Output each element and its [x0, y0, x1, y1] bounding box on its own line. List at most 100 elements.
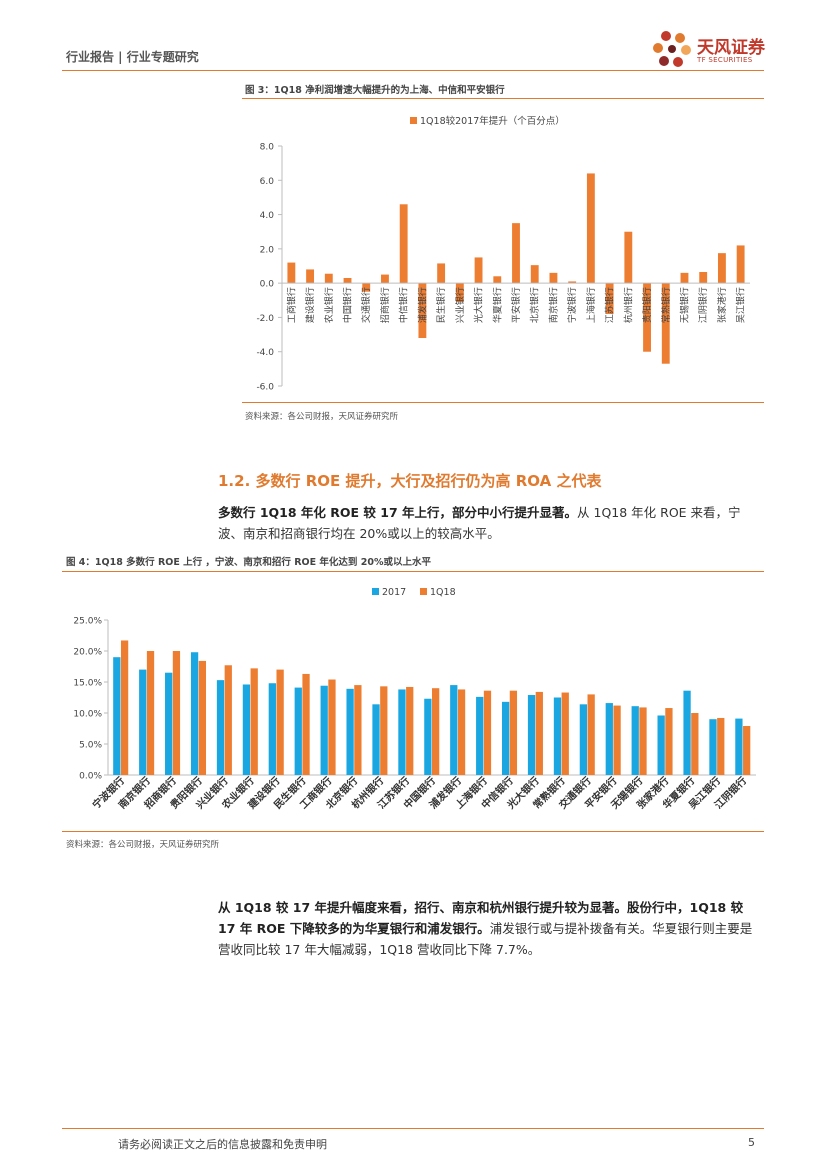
bar: [250, 668, 258, 775]
bar: [450, 685, 458, 775]
bar: [346, 688, 354, 775]
x-tick-label: 浦发银行: [416, 287, 428, 323]
bar: [120, 640, 129, 775]
bar: [294, 687, 302, 775]
bar: [424, 698, 432, 775]
bar: [493, 276, 502, 284]
x-tick-label: 工商银行: [285, 287, 297, 323]
bar: [476, 696, 484, 775]
bar: [579, 704, 588, 775]
bar: [691, 713, 699, 775]
legend-swatch: [372, 588, 379, 595]
bar: [553, 697, 562, 775]
bar: [457, 689, 466, 775]
bar: [509, 690, 518, 775]
bar: [354, 685, 362, 775]
figure4-title-divider: [62, 571, 764, 572]
x-tick-label: 招商银行: [379, 287, 391, 323]
x-tick-label: 农业银行: [323, 287, 335, 323]
bar: [172, 651, 181, 775]
x-tick-label: 光大银行: [473, 287, 485, 323]
x-tick-label: 常熟银行: [660, 287, 672, 323]
bar: [624, 231, 633, 284]
figure4-source: 资料来源：各公司财报，天风证券研究所: [66, 840, 220, 850]
analysis-paragraph: 从 1Q18 较 17 年提升幅度来看，招行、南京和杭州银行提升较为显著。股份行…: [218, 897, 764, 960]
bar: [343, 278, 352, 284]
y-tick-label: 8.0: [260, 143, 275, 153]
bar: [683, 690, 691, 775]
bar: [380, 686, 388, 775]
bar: [613, 705, 621, 775]
bar: [657, 715, 665, 775]
legend-label: 1Q18: [430, 587, 456, 598]
figure4-title: 图 4：1Q18 多数行 ROE 上行 ，宁波、南京和招行 ROE 年化达到 2…: [66, 557, 431, 568]
bar: [699, 272, 708, 284]
bar: [399, 204, 408, 284]
legend-label: 2017: [382, 587, 406, 598]
bar: [501, 701, 510, 775]
x-tick-label: 北京银行: [529, 287, 541, 323]
bar: [643, 283, 651, 352]
bar: [527, 695, 536, 775]
bar: [216, 680, 225, 775]
figure4-chart: 2017 1Q1825.0%20.0%15.0%10.0%5.0%0.0%宁波银行…: [73, 587, 756, 812]
x-tick-label: 建设银行: [304, 287, 316, 323]
bar: [113, 657, 121, 775]
bar: [328, 679, 336, 775]
x-tick-label: 江苏银行: [604, 287, 616, 323]
y-tick-label: 10.0%: [73, 710, 102, 720]
bar: [198, 660, 206, 775]
y-tick-label: -4.0: [256, 348, 274, 358]
bar: [455, 283, 464, 302]
x-tick-label: 民生银行: [435, 287, 447, 323]
y-tick-label: 4.0: [260, 211, 275, 221]
bar: [483, 690, 492, 775]
bar: [735, 718, 743, 775]
bar: [587, 694, 595, 775]
legend-swatch: [420, 588, 427, 595]
y-tick-label: 5.0%: [79, 741, 102, 751]
x-tick-label: 宁波银行: [566, 287, 578, 323]
x-tick-label: 江阴银行: [697, 287, 709, 323]
bar: [268, 683, 276, 775]
bar: [362, 283, 371, 292]
bar: [302, 673, 310, 775]
bar: [605, 283, 614, 314]
bar: [665, 708, 673, 775]
logo-en: TF SECURITIES: [697, 56, 753, 64]
bar: [242, 684, 251, 775]
figure3-title-divider: [242, 98, 764, 99]
bar: [717, 717, 725, 775]
bar: [437, 263, 446, 284]
bar: [586, 173, 595, 284]
x-tick-label: 无锡银行: [678, 287, 690, 323]
bar: [661, 283, 670, 364]
y-tick-label: 20.0%: [73, 648, 102, 658]
bar: [717, 253, 726, 284]
y-tick-label: 0.0%: [79, 772, 102, 782]
x-tick-label: 南京银行: [547, 287, 559, 323]
bar: [276, 669, 284, 775]
analysis-paragraph-bold: 从 1Q18 较 17 年提升幅度来看，招行、南京和杭州银行提升较为显著。股份行…: [218, 900, 744, 936]
bar: [324, 273, 333, 284]
figure3-chart: 1Q18较2017年提升（个百分点） 8.0 6.0 4.0 2.0 0.0 -2.0 -4.…: [256, 115, 750, 393]
legend-label: 1Q18较2017年提升（个百分点）: [420, 115, 565, 127]
y-tick-label: 2.0: [260, 245, 275, 255]
figure3-title: 图 3：1Q18 净利润增速大幅提升的为上海、中信和平安银行: [245, 85, 505, 96]
bar: [631, 706, 639, 775]
bar: [418, 283, 427, 338]
y-tick-label: 0.0: [260, 280, 275, 290]
page-number: 5: [748, 1136, 755, 1149]
footer-divider: [62, 1128, 764, 1129]
x-tick-label: 兴业银行: [454, 287, 466, 323]
report-header-label: 行业报告 | 行业专题研究: [66, 50, 199, 64]
logo-flower-icon: [653, 31, 691, 67]
bar: [224, 665, 232, 775]
footer-disclaimer: 请务必阅读正文之后的信息披露和免责申明: [118, 1138, 327, 1151]
bar: [165, 672, 173, 775]
bar: [398, 689, 406, 775]
analysis-paragraph-rest: 浦发银行或与提补拨备有关。华夏银行则主要是营收同比较 17 年大幅减弱，1Q18…: [218, 921, 753, 957]
bar: [406, 686, 414, 775]
bar: [474, 257, 483, 284]
section-paragraph-bold: 多数行 1Q18 年化 ROE 较 17 年上行，部分中小行提升显著。: [218, 505, 578, 520]
